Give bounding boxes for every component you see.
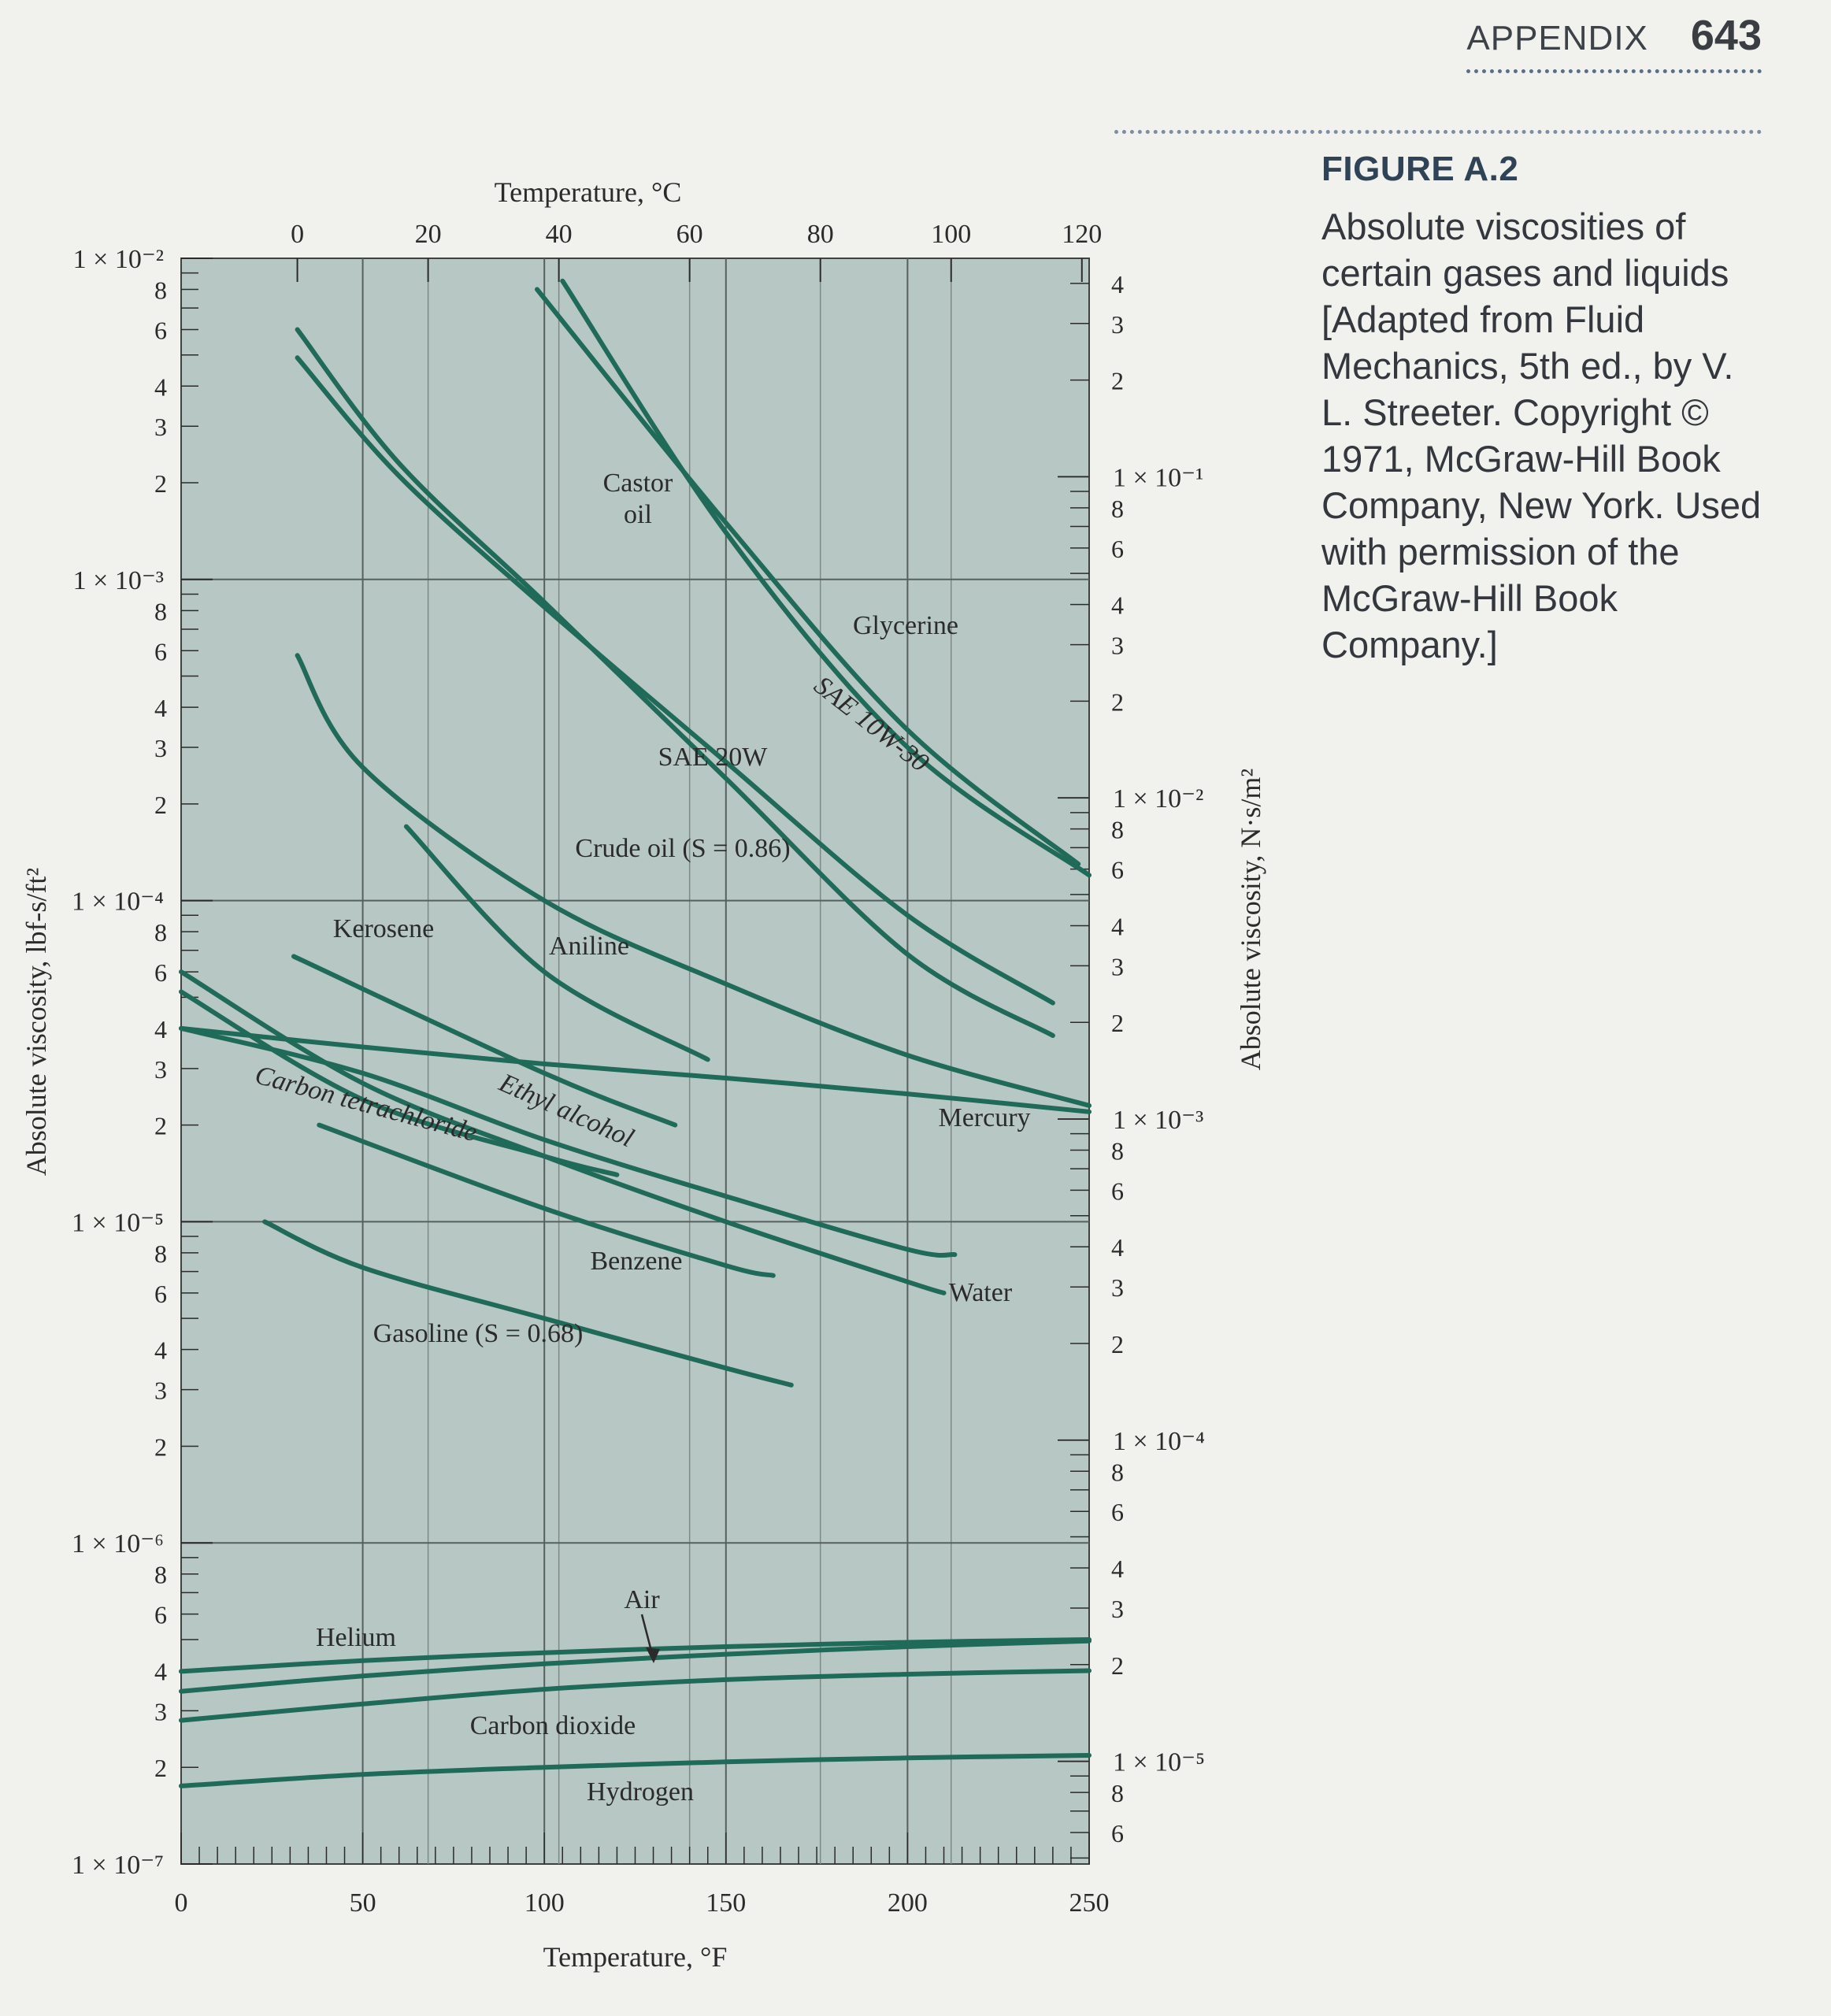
x-tick-label: 150 bbox=[706, 1888, 746, 1918]
series-label-water: Water bbox=[949, 1278, 1013, 1307]
y2-minor-label: 3 bbox=[1111, 310, 1124, 339]
y2-minor-label: 4 bbox=[1111, 591, 1124, 620]
y-minor-label: 2 bbox=[154, 1754, 167, 1782]
x-tick-label: 50 bbox=[350, 1888, 376, 1918]
y2-minor-label: 6 bbox=[1111, 1819, 1124, 1847]
x2-tick-label: 80 bbox=[807, 220, 834, 249]
series-label-helium: Helium bbox=[316, 1623, 396, 1652]
series-label-crude-oil-s-0-86: Crude oil (S = 0.86) bbox=[575, 834, 790, 863]
y2-minor-label: 2 bbox=[1111, 1651, 1124, 1680]
y-decade-label: 1 × 10⁻⁴ bbox=[72, 888, 164, 917]
series-label-sae-20w: SAE 20W bbox=[658, 743, 769, 772]
x-axis-label: Temperature, °F bbox=[543, 1941, 728, 1973]
series-label-mercury: Mercury bbox=[938, 1103, 1030, 1132]
x2-tick-label: 0 bbox=[291, 220, 304, 249]
y-minor-label: 6 bbox=[154, 1601, 167, 1629]
y2-minor-label: 3 bbox=[1111, 1273, 1124, 1302]
y-minor-label: 6 bbox=[154, 958, 167, 987]
y2-minor-label: 3 bbox=[1111, 952, 1124, 980]
y2-minor-label: 8 bbox=[1111, 1458, 1124, 1486]
y-minor-label: 3 bbox=[154, 413, 167, 441]
y2-minor-label: 2 bbox=[1111, 367, 1124, 395]
y2-minor-label: 8 bbox=[1111, 1136, 1124, 1165]
y-minor-label: 4 bbox=[154, 1336, 167, 1365]
series-label-carbon-dioxide: Carbon dioxide bbox=[470, 1711, 636, 1740]
y-minor-label: 3 bbox=[154, 734, 167, 762]
y-decade-label: 1 × 10⁻³ bbox=[73, 566, 164, 595]
y-axis-label: Absolute viscosity, lbf-s/ft² bbox=[20, 868, 52, 1176]
x2-tick-label: 60 bbox=[676, 220, 703, 249]
y2-minor-label: 3 bbox=[1111, 632, 1124, 660]
series-label-benzene: Benzene bbox=[590, 1247, 682, 1276]
y-minor-label: 8 bbox=[154, 918, 167, 947]
y-minor-label: 3 bbox=[154, 1377, 167, 1405]
y2-decade-label: 1 × 10⁻⁴ bbox=[1113, 1427, 1205, 1456]
series-label-kerosene: Kerosene bbox=[333, 914, 434, 943]
y-minor-label: 4 bbox=[154, 372, 167, 401]
y-decade-label: 1 × 10⁻⁶ bbox=[72, 1529, 164, 1558]
y-minor-label: 2 bbox=[154, 469, 167, 498]
y-minor-label: 4 bbox=[154, 694, 167, 722]
y2-minor-label: 2 bbox=[1111, 687, 1124, 716]
y2-minor-label: 8 bbox=[1111, 495, 1124, 523]
y2-minor-label: 2 bbox=[1111, 1009, 1124, 1037]
y-minor-label: 4 bbox=[154, 1657, 167, 1685]
y2-minor-label: 8 bbox=[1111, 816, 1124, 844]
y2-minor-label: 6 bbox=[1111, 1498, 1124, 1526]
y-minor-label: 2 bbox=[154, 1112, 167, 1140]
y-minor-label: 2 bbox=[154, 1432, 167, 1461]
y-decade-label: 1 × 10⁻² bbox=[73, 245, 164, 274]
y2-minor-label: 4 bbox=[1111, 270, 1124, 298]
series-label-glycerine: Glycerine bbox=[853, 611, 958, 640]
y-minor-label: 8 bbox=[154, 597, 167, 625]
y2-minor-label: 6 bbox=[1111, 1177, 1124, 1205]
x2-tick-label: 120 bbox=[1062, 220, 1102, 249]
y2-decade-label: 1 × 10⁻¹ bbox=[1113, 463, 1203, 492]
y2-minor-label: 8 bbox=[1111, 1779, 1124, 1807]
y2-decade-label: 1 × 10⁻⁵ bbox=[1113, 1748, 1205, 1777]
y-minor-label: 6 bbox=[154, 1280, 167, 1308]
y-minor-label: 8 bbox=[154, 1561, 167, 1589]
x-tick-label: 250 bbox=[1069, 1888, 1110, 1918]
series-label-gasoline-s-0-68: Gasoline (S = 0.68) bbox=[373, 1319, 584, 1348]
y2-minor-label: 6 bbox=[1111, 856, 1124, 884]
y2-decade-label: 1 × 10⁻² bbox=[1113, 784, 1203, 813]
y-minor-label: 8 bbox=[154, 1240, 167, 1268]
y-minor-label: 3 bbox=[154, 1697, 167, 1725]
x2-tick-label: 20 bbox=[415, 220, 442, 249]
y-minor-label: 3 bbox=[154, 1055, 167, 1084]
y2-minor-label: 3 bbox=[1111, 1595, 1124, 1623]
y2-decade-label: 1 × 10⁻³ bbox=[1113, 1106, 1203, 1135]
x2-tick-label: 40 bbox=[546, 220, 573, 249]
y-decade-label: 1 × 10⁻⁷ bbox=[72, 1851, 164, 1880]
y2-minor-label: 4 bbox=[1111, 1233, 1124, 1262]
x-tick-label: 0 bbox=[175, 1888, 188, 1918]
y2-minor-label: 6 bbox=[1111, 535, 1124, 563]
x2-tick-label: 100 bbox=[931, 220, 971, 249]
y-minor-label: 8 bbox=[154, 276, 167, 305]
y-minor-label: 4 bbox=[154, 1015, 167, 1043]
x-tick-label: 200 bbox=[888, 1888, 928, 1918]
y2-minor-label: 4 bbox=[1111, 1555, 1124, 1583]
y-minor-label: 2 bbox=[154, 791, 167, 819]
x-tick-label: 100 bbox=[524, 1888, 565, 1918]
y2-minor-label: 2 bbox=[1111, 1330, 1124, 1358]
series-label-hydrogen: Hydrogen bbox=[587, 1777, 694, 1807]
x2-axis-label: Temperature, °C bbox=[495, 176, 682, 208]
y-decade-label: 1 × 10⁻⁵ bbox=[72, 1208, 164, 1237]
y-minor-label: 6 bbox=[154, 637, 167, 665]
series-label-air: Air bbox=[624, 1585, 660, 1614]
series-label-aniline: Aniline bbox=[549, 932, 629, 961]
y2-axis-label: Absolute viscosity, N·s/m² bbox=[1235, 769, 1266, 1070]
y2-minor-label: 4 bbox=[1111, 912, 1124, 940]
y-minor-label: 6 bbox=[154, 316, 167, 344]
